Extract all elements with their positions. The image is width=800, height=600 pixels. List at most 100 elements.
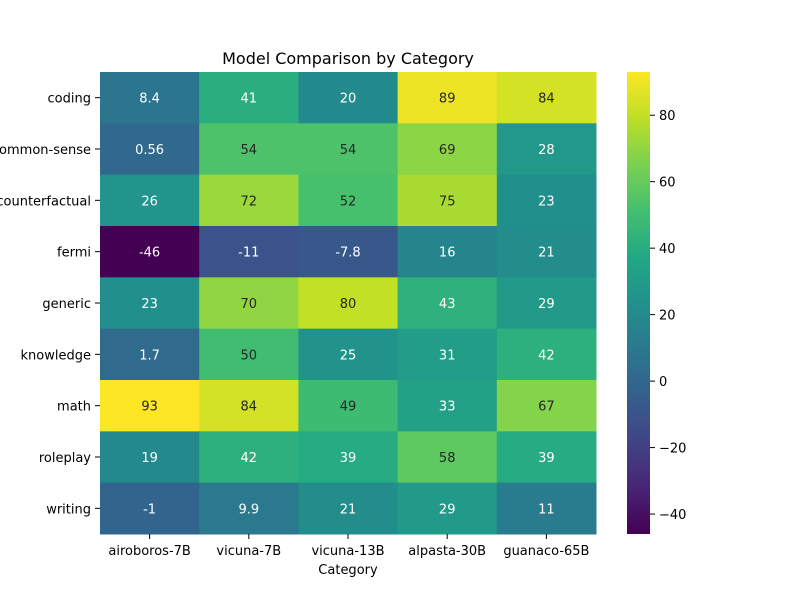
heatmap-cell [199, 482, 299, 535]
heatmap-cell [199, 328, 299, 381]
x-tick-label: guanaco-65B [503, 544, 589, 559]
cell-value-label: 84 [538, 92, 555, 107]
colorbar-tick-label: 20 [659, 309, 676, 324]
y-tick-label: roleplay [39, 451, 91, 466]
cell-value-label: 54 [340, 143, 357, 158]
heatmap-cell [496, 72, 597, 124]
cell-labels: 8.4 41 20 89 84 0.56 54 54 69 28 26 72 52 75 23 -46 -11 -… [135, 92, 555, 518]
cell-value-label: 41 [241, 92, 258, 107]
cell-value-label: 43 [439, 297, 456, 312]
cell-value-label: -7.8 [335, 246, 360, 261]
heatmap-cell [397, 123, 498, 176]
cell-value-label: 70 [241, 297, 258, 312]
heatmap-cell [199, 72, 299, 124]
y-tick-label: fermi [57, 246, 91, 261]
cell-value-label: 29 [538, 297, 555, 312]
heatmap-cell [199, 123, 299, 176]
heatmap-cell [298, 431, 399, 484]
cell-value-label: 29 [439, 502, 456, 517]
heatmap-cell [397, 277, 498, 330]
colorbar-gradient [627, 72, 650, 534]
heatmap-cell [298, 174, 399, 227]
heatmap-cell [298, 380, 399, 432]
cell-value-label: 19 [141, 451, 158, 466]
heatmap-cell [100, 123, 200, 176]
y-tick-label: writing [46, 502, 91, 517]
y-tick-label: coding [48, 92, 91, 107]
heatmap-cell [100, 482, 200, 535]
colorbar-tick-label: 40 [659, 242, 676, 257]
heatmap-cell [496, 123, 597, 176]
cell-value-label: 28 [538, 143, 555, 158]
y-tick-label: counterfactual [0, 194, 91, 209]
heatmap-cell [397, 72, 498, 124]
heatmap-cell [397, 328, 498, 381]
heatmap-cell [199, 277, 299, 330]
heatmap-cell [199, 226, 299, 278]
cell-value-label: -1 [143, 502, 156, 517]
heatmap-cell [298, 277, 399, 330]
heatmap-cell [100, 174, 200, 227]
heatmap-cell [100, 431, 200, 484]
heatmap-cell [199, 174, 299, 227]
cell-value-label: 25 [340, 348, 357, 363]
cell-value-label: 0.56 [135, 143, 164, 158]
heatmap-cell [100, 226, 200, 278]
cell-value-label: -11 [238, 246, 259, 261]
colorbar-tick-label: 0 [659, 375, 667, 390]
cell-value-label: 21 [538, 246, 555, 261]
cell-value-label: 16 [439, 246, 456, 261]
cell-value-label: 72 [241, 194, 258, 209]
colorbar-tick-label: 80 [659, 109, 676, 124]
heatmap-cell [397, 482, 498, 535]
cell-value-label: 75 [439, 194, 456, 209]
cell-value-label: 50 [241, 348, 258, 363]
cell-value-label: 42 [241, 451, 258, 466]
y-axis: coding common-sense counterfactual fermi gen… [0, 92, 100, 517]
heatmap-cell [100, 328, 200, 381]
heatmap-cell [298, 123, 399, 176]
cell-value-label: -46 [139, 246, 160, 261]
cell-value-label: 26 [141, 194, 158, 209]
x-axis-label: Category [318, 563, 378, 578]
colorbar-tick-label: 60 [659, 176, 676, 191]
heatmap-cell [199, 380, 299, 432]
y-tick-label: math [57, 400, 91, 415]
heatmap-cell [298, 72, 399, 124]
heatmap-cell [496, 380, 597, 432]
x-axis: airoboros-7B vicuna-7B vicuna-13B alpasta-3… [108, 534, 589, 559]
colorbar-tick-label: −20 [659, 442, 686, 457]
cell-value-label: 93 [141, 400, 158, 415]
cell-value-label: 1.7 [139, 348, 160, 363]
heatmap-cell [298, 482, 399, 535]
cell-value-label: 58 [439, 451, 456, 466]
cell-value-label: 23 [538, 194, 555, 209]
y-tick-label: knowledge [21, 348, 91, 363]
heatmap-cell [298, 328, 399, 381]
heatmap-cell [496, 482, 597, 535]
heatmap-cell [298, 226, 399, 278]
heatmap-cell [496, 174, 597, 227]
heatmap-cells [100, 72, 597, 535]
heatmap-cell [100, 72, 200, 124]
y-tick-label: generic [42, 297, 91, 312]
cell-value-label: 33 [439, 400, 456, 415]
chart-title: Model Comparison by Category [222, 49, 474, 68]
x-tick-label: vicuna-13B [311, 544, 384, 559]
cell-value-label: 8.4 [139, 92, 160, 107]
cell-value-label: 39 [340, 451, 357, 466]
cell-value-label: 67 [538, 400, 555, 415]
cell-value-label: 39 [538, 451, 555, 466]
heatmap-cell [496, 226, 597, 278]
cell-value-label: 42 [538, 348, 555, 363]
cell-value-label: 89 [439, 92, 456, 107]
cell-value-label: 21 [340, 502, 357, 517]
x-tick-label: vicuna-7B [216, 544, 281, 559]
colorbar: −40 −20 0 20 40 60 80 [627, 72, 686, 534]
heatmap-cell [397, 380, 498, 432]
cell-value-label: 80 [340, 297, 357, 312]
x-tick-label: alpasta-30B [408, 544, 486, 559]
cell-value-label: 49 [340, 400, 357, 415]
heatmap-cell [496, 328, 597, 381]
